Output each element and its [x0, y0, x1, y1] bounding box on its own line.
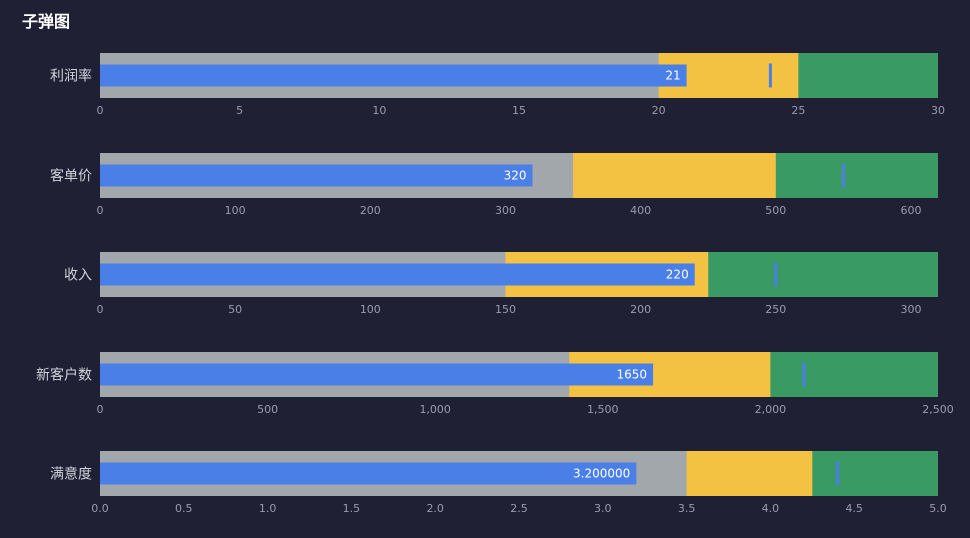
tick-label: 1.5 [343, 502, 361, 515]
value-label: 3.200000 [573, 467, 630, 481]
tick-label: 100 [225, 204, 246, 217]
measure-bar [100, 462, 637, 485]
tick-label: 0 [97, 403, 104, 416]
tick-label: 25 [791, 104, 805, 117]
tick-label: 20 [652, 104, 666, 117]
tick-label: 2.0 [426, 502, 444, 515]
measure-bar [100, 64, 687, 87]
tick-label: 2,500 [922, 403, 954, 416]
tick-label: 0.0 [91, 502, 109, 515]
tick-label: 4.5 [845, 502, 863, 515]
tick-label: 300 [495, 204, 516, 217]
chart-title: 子弹图 [22, 12, 71, 31]
category-label: 收入 [64, 268, 92, 284]
value-label: 320 [504, 169, 527, 183]
tick-label: 30 [931, 104, 945, 117]
tick-label: 400 [630, 204, 651, 217]
tick-label: 0 [97, 104, 104, 117]
tick-label: 2,000 [755, 403, 787, 416]
tick-label: 250 [765, 303, 786, 316]
tick-label: 600 [900, 204, 921, 217]
target-marker [835, 461, 839, 486]
tick-label: 200 [630, 303, 651, 316]
category-label: 新客户数 [36, 367, 92, 384]
tick-label: 300 [900, 303, 921, 316]
value-label: 220 [666, 268, 689, 282]
category-label: 利润率 [50, 68, 92, 85]
tick-label: 1,000 [419, 403, 451, 416]
tick-label: 5 [236, 104, 243, 117]
measure-bar [100, 164, 533, 187]
measure-bar [100, 363, 654, 386]
tick-label: 100 [360, 303, 381, 316]
tick-label: 0 [97, 303, 104, 316]
tick-label: 2.5 [510, 502, 528, 515]
category-label: 满意度 [50, 466, 92, 483]
target-marker [841, 163, 845, 188]
category-label: 客单价 [50, 168, 92, 185]
target-marker [774, 262, 778, 287]
tick-label: 5.0 [929, 502, 947, 515]
tick-label: 150 [495, 303, 516, 316]
tick-label: 0 [97, 204, 104, 217]
tick-label: 500 [765, 204, 786, 217]
tick-label: 1.0 [259, 502, 277, 515]
value-label: 21 [665, 69, 680, 83]
target-marker [802, 362, 806, 387]
tick-label: 1,500 [587, 403, 619, 416]
tick-label: 200 [360, 204, 381, 217]
tick-label: 10 [372, 104, 386, 117]
measure-bar [100, 263, 695, 286]
tick-label: 15 [512, 104, 526, 117]
tick-label: 0.5 [175, 502, 193, 515]
value-label: 1650 [617, 368, 648, 382]
tick-label: 3.0 [594, 502, 612, 515]
tick-label: 3.5 [678, 502, 696, 515]
tick-label: 50 [228, 303, 242, 316]
tick-label: 4.0 [762, 502, 780, 515]
target-marker [768, 63, 772, 88]
tick-label: 500 [257, 403, 278, 416]
